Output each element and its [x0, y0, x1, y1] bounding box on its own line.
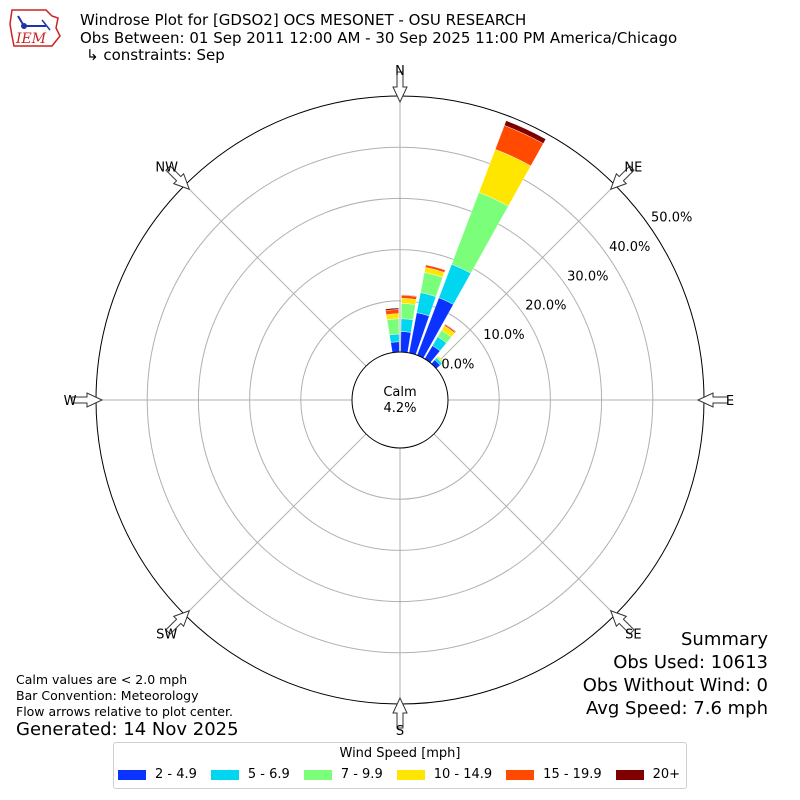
direction-label: NW [155, 161, 178, 176]
summary-title: Summary [681, 629, 768, 650]
grid-spoke [184, 433, 367, 616]
petal-segment [385, 307, 399, 311]
direction-label: NE [624, 161, 642, 176]
legend-label: 7 - 9.9 [340, 767, 383, 782]
generated-date: Generated: 14 Nov 2025 [16, 719, 239, 740]
radial-tick-label: 10.0% [483, 328, 524, 343]
direction-label: W [64, 394, 77, 409]
petal-segment [444, 323, 457, 333]
legend-item: 15 - 19.9 [506, 767, 602, 782]
petal-segment [389, 333, 400, 343]
legend-swatch [396, 769, 425, 780]
calm-circle [351, 351, 449, 449]
calm-value: 4.2% [383, 401, 416, 416]
radial-tick-label: 0.0% [441, 357, 474, 372]
flow-arrow-icon [71, 392, 104, 408]
direction-label: SW [156, 627, 177, 642]
flow-arrow-shape [609, 165, 635, 191]
petal-segment [504, 120, 547, 144]
direction-label: E [726, 394, 734, 409]
flow-arrow-shape [165, 165, 191, 191]
flow-arrow-icon [392, 71, 408, 104]
flow-arrow-icon [165, 609, 191, 635]
direction-label: S [396, 724, 404, 739]
flow-arrow-icon [609, 165, 635, 191]
legend: Wind Speed [mph] 2 - 4.9 5 - 6.9 7 - 9.9 10… [113, 742, 687, 789]
grid-spoke [433, 184, 616, 367]
logo-text: IEM [15, 31, 47, 47]
flow-arrow-icon [609, 609, 635, 635]
flow-arrow-shape [165, 609, 191, 635]
radial-tick-label: 20.0% [525, 299, 566, 314]
petal-segment [390, 341, 400, 353]
radial-tick-label: 50.0% [651, 211, 692, 226]
direction-label: SE [625, 627, 641, 642]
legend-swatch [118, 769, 146, 780]
radial-tick-label: 40.0% [609, 240, 650, 255]
flow-arrow-shape [609, 609, 635, 635]
petal-segment [400, 303, 416, 320]
flow-arrow-icon [696, 392, 729, 408]
legend-label: 2 - 4.9 [155, 767, 197, 782]
petal-segment [400, 318, 414, 333]
legend-label: 10 - 14.9 [433, 767, 493, 782]
flow-arrow-icon [165, 165, 191, 191]
petal-segment [400, 331, 412, 353]
flow-note: Flow arrows relative to plot center. [16, 704, 233, 719]
summary-obs-without-wind: Obs Without Wind: 0 [582, 675, 768, 696]
petal-segment [401, 294, 418, 297]
legend-item: 20+ [615, 767, 681, 782]
legend-title: Wind Speed [mph] [339, 746, 461, 761]
petal-segment [386, 318, 400, 336]
chart-title: Windrose Plot for [GDSO2] OCS MESONET - … [80, 11, 527, 29]
legend-swatch [506, 769, 535, 780]
flow-arrow-shape [71, 392, 104, 408]
flow-arrow-shape [696, 392, 729, 408]
summary-obs-used: Obs Used: 10613 [613, 652, 768, 673]
legend-label: 5 - 6.9 [247, 767, 290, 782]
summary-avg-speed: Avg Speed: 7.6 mph [586, 698, 768, 719]
legend-swatch [303, 769, 332, 780]
legend-item: 5 - 6.9 [210, 767, 290, 782]
petal-segment [425, 264, 446, 273]
legend-items: 2 - 4.9 5 - 6.9 7 - 9.9 10 - 14.9 15 - 19.9 2… [118, 767, 694, 782]
flow-arrow-icon [392, 696, 408, 729]
radial-tick-label: 30.0% [567, 269, 608, 284]
legend-label: 20+ [652, 767, 681, 782]
constraints: ↳ constraints: Sep [86, 46, 225, 64]
flow-arrow-shape [392, 71, 408, 104]
legend-item: 10 - 14.9 [396, 767, 493, 782]
iem-logo: IEM [9, 9, 61, 47]
calm-label: Calm [383, 385, 416, 400]
bar-convention-note: Bar Convention: Meteorology [16, 688, 199, 703]
obs-range: Obs Between: 01 Sep 2011 12:00 AM - 30 S… [80, 29, 678, 47]
direction-label: N [395, 64, 405, 79]
legend-swatch [615, 769, 644, 780]
petal-segment [451, 192, 509, 274]
legend-item: 2 - 4.9 [118, 767, 197, 782]
calm-note: Calm values are < 2.0 mph [16, 672, 188, 687]
legend-item: 7 - 9.9 [303, 767, 383, 782]
petal-segment [437, 355, 445, 363]
legend-swatch [210, 769, 239, 780]
grid-spoke [184, 184, 367, 367]
flow-arrow-shape [392, 696, 408, 729]
legend-label: 15 - 19.9 [543, 767, 602, 782]
grid-spoke [433, 433, 616, 616]
